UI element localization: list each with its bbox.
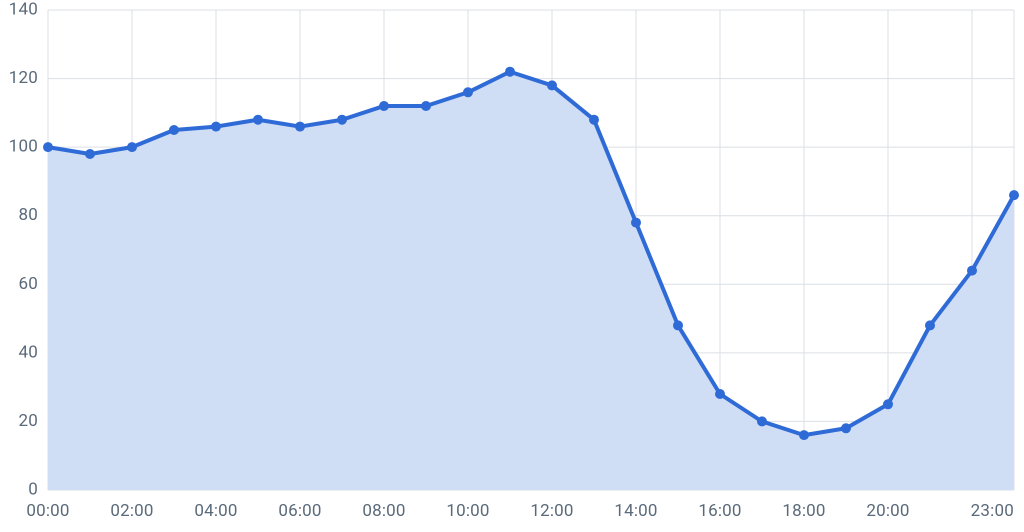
data-point <box>295 122 305 132</box>
y-tick-label: 0 <box>28 479 38 499</box>
x-tick-label: 23:00 <box>971 501 1014 521</box>
y-tick-label: 80 <box>18 205 38 225</box>
data-point <box>127 142 137 152</box>
data-point <box>253 115 263 125</box>
data-point <box>379 101 389 111</box>
data-point <box>337 115 347 125</box>
x-tick-label: 04:00 <box>194 501 237 521</box>
x-tick-label: 08:00 <box>362 501 405 521</box>
y-tick-label: 120 <box>9 68 38 88</box>
x-tick-label: 14:00 <box>614 501 657 521</box>
data-point <box>925 320 935 330</box>
y-tick-label: 40 <box>18 342 38 362</box>
x-tick-label: 12:00 <box>530 501 573 521</box>
x-tick-label: 00:00 <box>26 501 69 521</box>
data-point <box>589 115 599 125</box>
data-point <box>715 389 725 399</box>
data-point <box>421 101 431 111</box>
data-point <box>505 67 515 77</box>
data-point <box>757 416 767 426</box>
data-point <box>799 430 809 440</box>
data-point <box>211 122 221 132</box>
data-point <box>883 399 893 409</box>
y-tick-label: 20 <box>18 411 38 431</box>
y-tick-label: 60 <box>18 274 38 294</box>
data-point <box>1009 190 1019 200</box>
x-tick-label: 10:00 <box>446 501 489 521</box>
data-point <box>43 142 53 152</box>
x-tick-label: 06:00 <box>278 501 321 521</box>
data-point <box>463 87 473 97</box>
hourly-area-chart: 0 20 40 60 80 100 120 140 00:00 02:00 04:00 06:00 08… <box>0 0 1024 532</box>
data-point <box>169 125 179 135</box>
x-tick-label: 20:00 <box>866 501 909 521</box>
data-point <box>673 320 683 330</box>
chart-svg: 0 20 40 60 80 100 120 140 00:00 02:00 04:00 06:00 08… <box>0 0 1024 532</box>
data-point <box>967 266 977 276</box>
x-tick-label: 02:00 <box>110 501 153 521</box>
data-point <box>631 218 641 228</box>
x-tick-label: 16:00 <box>698 501 741 521</box>
x-tick-label: 18:00 <box>782 501 825 521</box>
data-point <box>547 80 557 90</box>
y-tick-label: 140 <box>9 0 38 19</box>
data-point <box>85 149 95 159</box>
y-tick-label: 100 <box>9 137 38 157</box>
data-point <box>841 423 851 433</box>
